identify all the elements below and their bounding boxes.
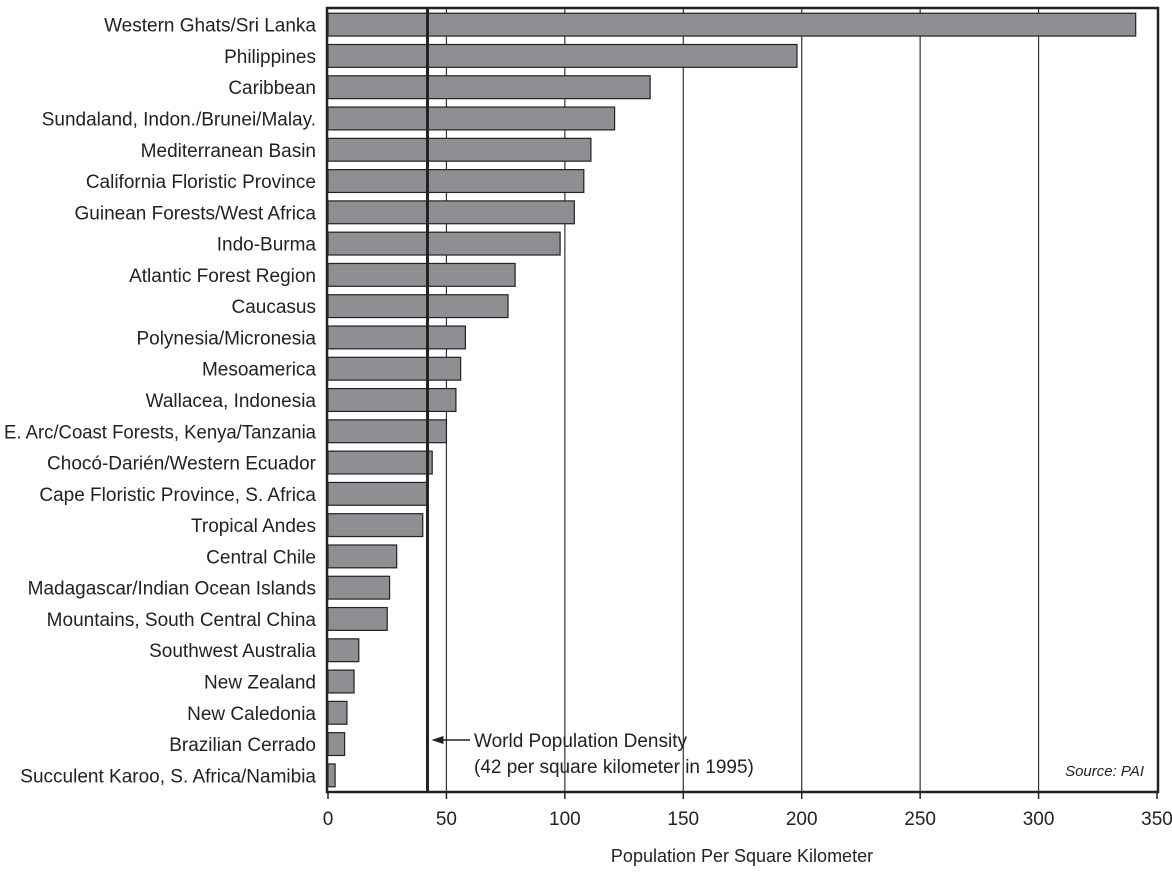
bar — [327, 450, 433, 475]
category-label: Sundaland, Indon./Brunei/Malay. — [42, 109, 316, 130]
bar — [327, 732, 346, 757]
bar — [327, 387, 457, 413]
bars — [327, 12, 1137, 788]
category-label: E. Arc/Coast Forests, Kenya/Tanzania — [4, 422, 316, 443]
x-tick-label: 200 — [786, 809, 818, 830]
bar — [327, 137, 592, 162]
category-label: Chocó-Darién/Western Ecuador — [47, 454, 317, 475]
category-label: Atlantic Forest Region — [129, 266, 316, 287]
bar — [327, 700, 348, 725]
bar — [327, 669, 355, 694]
bar — [327, 231, 561, 256]
category-label: Madagascar/Indian Ocean Islands — [28, 579, 316, 600]
source-note: Source: PAI — [1065, 763, 1144, 780]
category-label: Guinean Forests/West Africa — [75, 203, 317, 224]
category-label: New Zealand — [204, 673, 316, 694]
bar — [327, 43, 798, 68]
category-label: Brazilian Cerrado — [169, 735, 316, 756]
bar — [327, 325, 466, 350]
category-label: Southwest Australia — [149, 641, 316, 662]
category-label: Cape Floristic Province, S. Africa — [39, 485, 316, 506]
annotation-arrowhead — [431, 736, 444, 744]
plot-frame — [325, 6, 1160, 794]
category-label: Tropical Andes — [191, 516, 316, 537]
category-labels: Western Ghats/Sri Lanka Philippines Caribb… — [4, 16, 317, 788]
bar — [327, 262, 516, 287]
x-tick-label: 150 — [667, 809, 699, 830]
bar — [327, 575, 391, 600]
bar — [327, 106, 616, 131]
category-label: Mountains, South Central China — [47, 610, 317, 631]
x-tick-label: 250 — [904, 809, 936, 830]
bar — [327, 606, 388, 631]
bar — [327, 763, 336, 788]
annotation-line-2: (42 per square kilometer in 1995) — [474, 757, 754, 778]
category-label: Polynesia/Micronesia — [136, 328, 316, 349]
category-label: Caucasus — [232, 297, 317, 318]
category-label: Indo-Burma — [217, 235, 317, 256]
category-label: Caribbean — [228, 78, 316, 99]
category-label: Philippines — [224, 47, 316, 68]
bar — [327, 75, 651, 100]
x-tick-labels: 0 50 100 150 200 250 300 350 — [323, 791, 1172, 830]
bar — [327, 294, 509, 319]
bar — [327, 481, 429, 506]
bar — [327, 638, 360, 663]
category-label: Central Chile — [206, 547, 316, 568]
bar — [327, 544, 398, 569]
bar — [327, 513, 424, 538]
x-tick-label: 300 — [1023, 809, 1055, 830]
annotation-line-1: World Population Density — [474, 731, 687, 752]
category-label: Wallacea, Indonesia — [146, 391, 317, 412]
category-label: Mesoamerica — [202, 360, 316, 381]
bar — [327, 169, 585, 194]
category-label: Mediterranean Basin — [141, 141, 316, 162]
category-label: New Caledonia — [187, 704, 316, 725]
bar — [327, 12, 1137, 37]
x-tick-label: 100 — [549, 809, 581, 830]
category-label: California Floristic Province — [86, 172, 316, 193]
bar — [327, 356, 462, 381]
category-label: Succulent Karoo, S. Africa/Namibia — [20, 766, 316, 787]
x-tick-label: 350 — [1141, 809, 1172, 830]
x-tick-label: 50 — [436, 809, 457, 830]
bar — [327, 200, 575, 225]
x-axis-title: Population Per Square Kilometer — [611, 846, 873, 866]
category-label: Western Ghats/Sri Lanka — [104, 16, 316, 37]
x-tick-label: 0 — [323, 809, 334, 830]
